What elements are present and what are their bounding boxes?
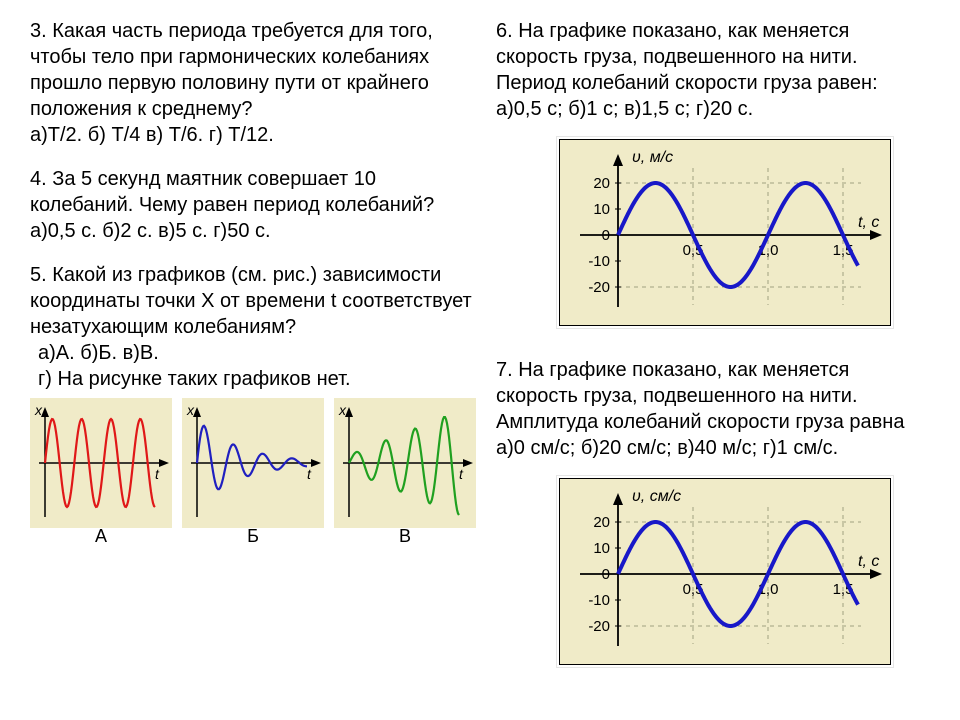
svg-text:t: t (155, 466, 160, 482)
question-7: 7. На графике показано, как меняется ско… (496, 357, 930, 461)
q5-panel-B-label: Б (247, 526, 259, 547)
page: 3. Какая часть периода требуется для тог… (0, 0, 960, 692)
svg-text:t: t (459, 466, 464, 482)
q4-text: 4. За 5 секунд маятник совершает 10 коле… (30, 168, 434, 216)
question-6: 6. На графике показано, как меняется ско… (496, 18, 930, 122)
svg-text:x: x (186, 402, 195, 418)
svg-text:10: 10 (593, 201, 610, 218)
svg-text:-20: -20 (588, 279, 610, 296)
q5-text: 5. Какой из графиков (см. рис.) зависимо… (30, 264, 472, 338)
svg-text:-10: -10 (588, 253, 610, 270)
right-column: 6. На графике показано, как меняется ско… (486, 18, 940, 674)
q3-text: 3. Какая часть периода требуется для тог… (30, 20, 433, 120)
q4-options: а)0,5 с. б)2 с. в)5 с. г)50 с. (30, 220, 271, 242)
svg-text:-10: -10 (588, 592, 610, 609)
q5-panel-A-label: А (95, 526, 107, 547)
svg-text:0: 0 (602, 227, 610, 244)
q7-text: 7. На графике показано, как меняется ско… (496, 359, 904, 433)
q7-options: а)0 см/с; б)20 см/с; в)40 м/с; г)1 см/с. (496, 437, 838, 459)
question-5: 5. Какой из графиков (см. рис.) зависимо… (30, 262, 476, 392)
q5-panel-A: x t А (30, 398, 172, 528)
question-4: 4. За 5 секунд маятник совершает 10 коле… (30, 166, 476, 244)
q5-panel-B: x t Б (182, 398, 324, 528)
q5-panel-V: x t В (334, 398, 476, 528)
svg-text:10: 10 (593, 540, 610, 557)
q6-text: 6. На графике показано, как меняется ско… (496, 20, 878, 94)
q5-options-row1: а)А. б)Б. в)В. (38, 342, 159, 364)
q7-graph-wrap: -20-10010200,51,01,5υ, см/сt, с (556, 475, 894, 668)
svg-text:0: 0 (602, 566, 610, 583)
svg-text:x: x (34, 402, 43, 418)
svg-text:x: x (338, 402, 347, 418)
svg-text:υ, м/с: υ, м/с (632, 149, 673, 166)
q3-options: а)T/2. б) T/4 в) T/6. г) T/12. (30, 124, 274, 146)
svg-text:20: 20 (593, 175, 610, 192)
q6-options: а)0,5 с; б)1 с; в)1,5 с; г)20 с. (496, 98, 753, 120)
q7-graph: -20-10010200,51,01,5υ, см/сt, с (559, 478, 891, 665)
q5-panel-V-label: В (399, 526, 411, 547)
svg-text:-20: -20 (588, 618, 610, 635)
question-3: 3. Какая часть периода требуется для тог… (30, 18, 476, 148)
q5-options-row2: г) На рисунке таких графиков нет. (38, 368, 351, 390)
svg-text:t: t (307, 466, 312, 482)
svg-text:t, с: t, с (858, 553, 879, 570)
svg-text:t, с: t, с (858, 214, 879, 231)
svg-text:20: 20 (593, 514, 610, 531)
q5-graph-triple: x t А x t Б (30, 398, 476, 528)
left-column: 3. Какая часть периода требуется для тог… (20, 18, 486, 674)
q6-graph: -20-10010200,51,01,5υ, м/сt, с (559, 139, 891, 326)
svg-text:υ, см/с: υ, см/с (632, 488, 681, 505)
q6-graph-wrap: -20-10010200,51,01,5υ, м/сt, с (556, 136, 894, 329)
